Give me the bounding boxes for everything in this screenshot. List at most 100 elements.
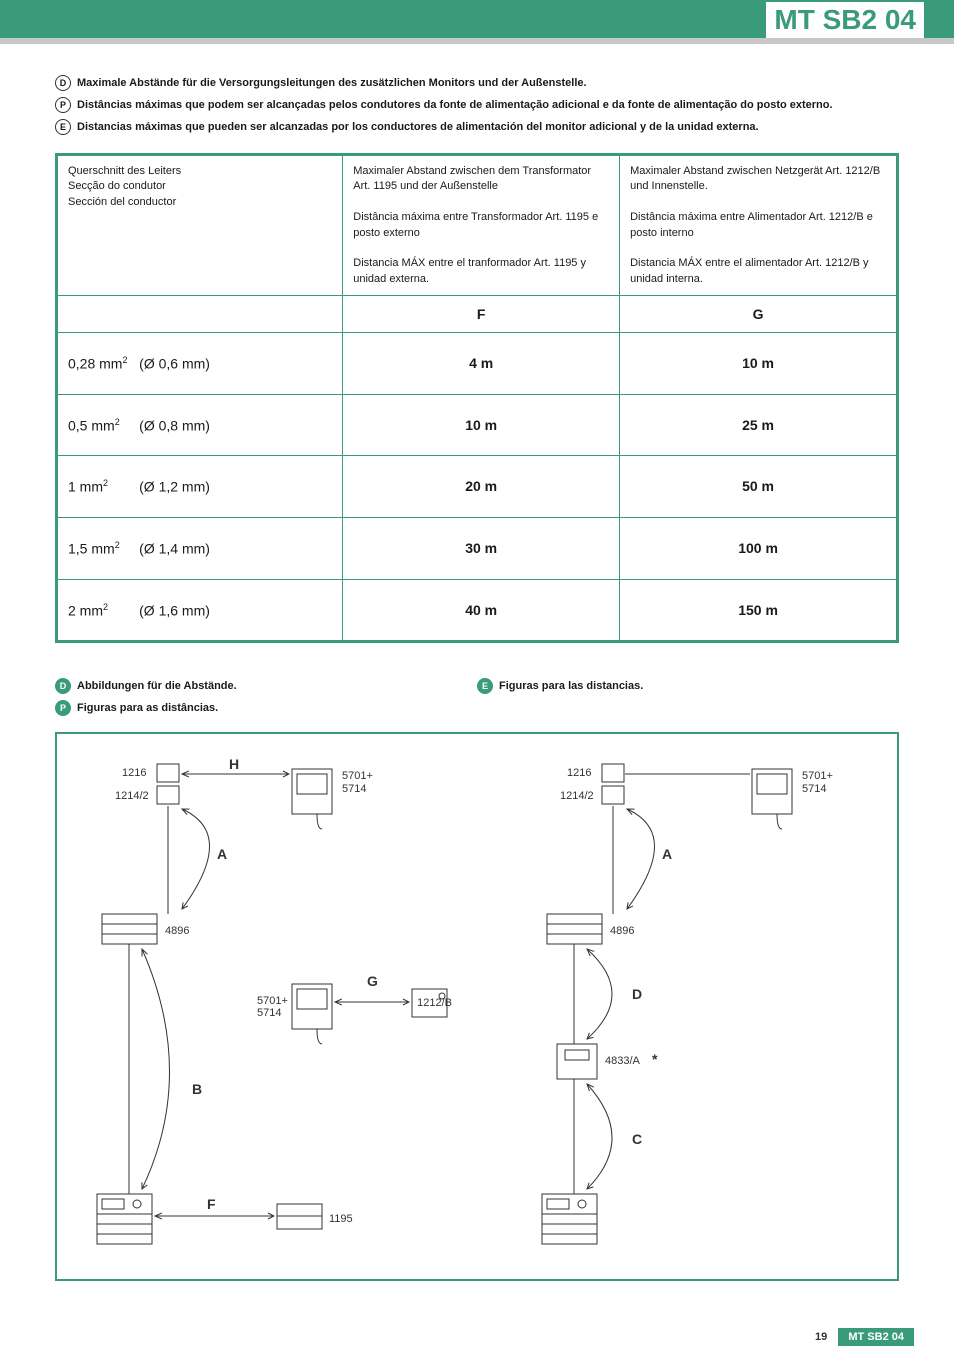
th-text: Distancia MÁX entre el alimentador Art. … — [630, 257, 868, 284]
th-letter-f: F — [343, 296, 620, 333]
lbl-5701: 5701+ — [342, 770, 373, 782]
lbl-F: F — [207, 1196, 216, 1212]
cell-f: 10 m — [343, 394, 620, 456]
distance-table: Querschnitt des Leiters Secção do condut… — [57, 155, 897, 641]
lbl-4896: 4896 — [610, 925, 634, 937]
val: 20 m — [465, 478, 497, 494]
lbl-D: D — [632, 986, 642, 1002]
table-row: 1 mm2 (Ø 1,2 mm) 20 m 50 m — [58, 456, 897, 518]
lbl-1214: 1214/2 — [560, 790, 594, 802]
section2-right: E Figuras para las distancias. — [477, 678, 899, 722]
th-col-g: Maximaler Abstand zwischen Netzgerät Art… — [620, 156, 897, 296]
intro-text: Distancias máximas que pueden ser alcanz… — [77, 121, 759, 133]
val: 4 m — [469, 355, 493, 371]
intro-text: Distâncias máximas que podem ser alcança… — [77, 99, 833, 111]
diagrams-box: 1216 1214/2 5701+ 5714 H A — [55, 732, 899, 1281]
cs-val: 0,28 mm — [68, 356, 122, 372]
table-row: 0,5 mm2 (Ø 0,8 mm) 10 m 25 m — [58, 394, 897, 456]
cell-f: 4 m — [343, 333, 620, 395]
lbl-1216: 1216 — [122, 767, 146, 779]
diagram-right: 1216 1214/2 5701+ 5714 A 4896 — [487, 754, 887, 1259]
cs-dia: (Ø 1,2 mm) — [139, 479, 210, 495]
intro-line: P Distâncias máximas que podem ser alcan… — [55, 97, 899, 113]
cell-g: 50 m — [620, 456, 897, 518]
cs-val: 0,5 mm — [68, 417, 115, 433]
page-content: D Maximale Abstände für die Versorgungsl… — [0, 45, 954, 1301]
lbl-5714b: 5714 — [257, 1007, 281, 1019]
footer-doc: MT SB2 04 — [838, 1328, 914, 1346]
lbl-1212B: 1212/B — [417, 997, 452, 1009]
page-footer: 19 MT SB2 04 — [0, 1331, 954, 1343]
cs-dia: (Ø 1,6 mm) — [139, 602, 210, 618]
intro-line: E Distancias máximas que pueden ser alca… — [55, 119, 899, 135]
lbl-5714: 5714 — [802, 783, 826, 795]
cs-val: 1,5 mm — [68, 541, 115, 557]
cell-cross-section: 2 mm2 (Ø 1,6 mm) — [58, 579, 343, 641]
val: 10 m — [742, 355, 774, 371]
cell-g: 150 m — [620, 579, 897, 641]
lbl-A: A — [662, 846, 672, 862]
lbl-5714: 5714 — [342, 783, 366, 795]
page-number: 19 — [815, 1331, 827, 1343]
lbl-1214: 1214/2 — [115, 790, 149, 802]
th-text: Secção do condutor — [68, 180, 166, 192]
val: 100 m — [738, 540, 778, 556]
table-row: 1,5 mm2 (Ø 1,4 mm) 30 m 100 m — [58, 518, 897, 580]
intro-line: D Maximale Abstände für die Versorgungsl… — [55, 75, 899, 91]
cell-cross-section: 1 mm2 (Ø 1,2 mm) — [58, 456, 343, 518]
sec-text: Figuras para las distancias. — [499, 680, 643, 692]
lbl-star: * — [652, 1051, 658, 1067]
sec-text: Abbildungen für die Abstände. — [77, 680, 237, 692]
header: MT SB2 04 — [0, 0, 954, 45]
cs-val: 1 mm — [68, 479, 103, 495]
cs-dia: (Ø 0,6 mm) — [139, 356, 210, 372]
cs-val: 2 mm — [68, 602, 103, 618]
th-text: Sección del conductor — [68, 196, 176, 208]
table-row: 2 mm2 (Ø 1,6 mm) 40 m 150 m — [58, 579, 897, 641]
th-col-f: Maximaler Abstand zwischen dem Transform… — [343, 156, 620, 296]
distance-table-wrap: Querschnitt des Leiters Secção do condut… — [55, 153, 899, 643]
sup2: 2 — [115, 417, 120, 427]
sec-line: P Figuras para as distâncias. — [55, 700, 477, 716]
doc-title: MT SB2 04 — [766, 2, 924, 38]
cell-g: 100 m — [620, 518, 897, 580]
lang-badge-p: P — [55, 97, 71, 113]
val: 10 m — [465, 417, 497, 433]
sec-line: E Figuras para las distancias. — [477, 678, 899, 694]
lbl-4833A: 4833/A — [605, 1055, 641, 1067]
sup2: 2 — [115, 540, 120, 550]
section2-left: D Abbildungen für die Abstände. P Figura… — [55, 678, 477, 722]
sec-text: Figuras para as distâncias. — [77, 702, 218, 714]
lbl-1216: 1216 — [567, 767, 591, 779]
lbl-H: H — [229, 756, 239, 772]
cell-g: 10 m — [620, 333, 897, 395]
th-cross-section: Querschnitt des Leiters Secção do condut… — [58, 156, 343, 296]
diagram-right-svg: 1216 1214/2 5701+ 5714 A 4896 — [487, 754, 887, 1254]
diagram-left: 1216 1214/2 5701+ 5714 H A — [67, 754, 467, 1259]
header-gray-bar — [0, 38, 954, 44]
table-header-row: Querschnitt des Leiters Secção do condut… — [58, 156, 897, 296]
table-body: 0,28 mm2 (Ø 0,6 mm) 4 m 10 m 0,5 mm2 (Ø … — [58, 333, 897, 641]
sup2: 2 — [122, 355, 127, 365]
val: 50 m — [742, 478, 774, 494]
lang-badge-e: E — [55, 119, 71, 135]
cell-f: 40 m — [343, 579, 620, 641]
lang-badge-e: E — [477, 678, 493, 694]
lbl-C: C — [632, 1131, 642, 1147]
val: 40 m — [465, 602, 497, 618]
lang-badge-p: P — [55, 700, 71, 716]
section2-heads: D Abbildungen für die Abstände. P Figura… — [55, 678, 899, 722]
cell-cross-section: 1,5 mm2 (Ø 1,4 mm) — [58, 518, 343, 580]
intro-lines: D Maximale Abstände für die Versorgungsl… — [55, 75, 899, 135]
cell-g: 25 m — [620, 394, 897, 456]
table-row: 0,28 mm2 (Ø 0,6 mm) 4 m 10 m — [58, 333, 897, 395]
cell-cross-section: 0,5 mm2 (Ø 0,8 mm) — [58, 394, 343, 456]
th-text: Distancia MÁX entre el tranformador Art.… — [353, 257, 586, 284]
lang-badge-d: D — [55, 678, 71, 694]
th-text: Distância máxima entre Transformador Art… — [353, 211, 598, 238]
cell-f: 20 m — [343, 456, 620, 518]
th-text: Maximaler Abstand zwischen Netzgerät Art… — [630, 165, 880, 192]
lbl-G: G — [367, 973, 378, 989]
sec-line: D Abbildungen für die Abstände. — [55, 678, 477, 694]
lbl-1195: 1195 — [329, 1213, 353, 1225]
